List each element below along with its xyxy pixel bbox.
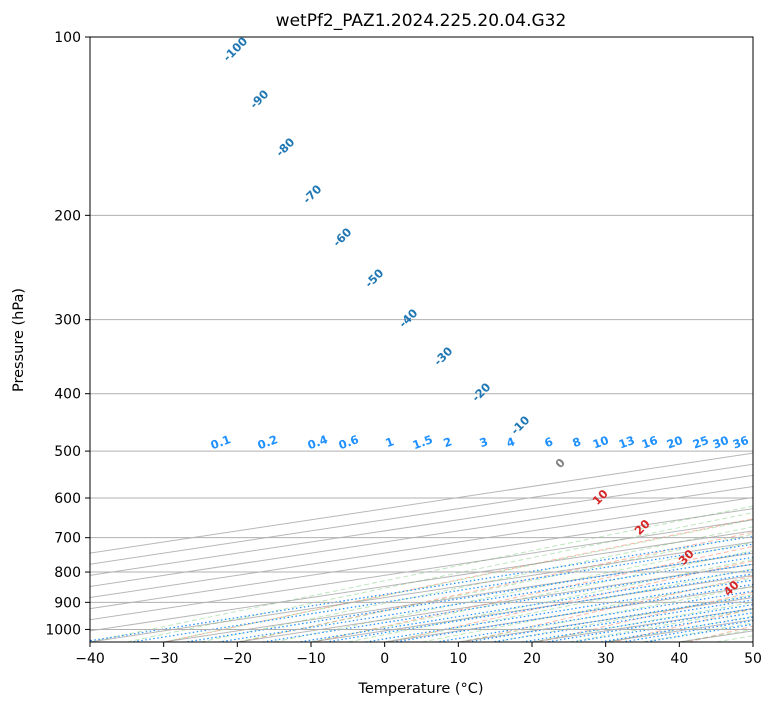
isotherm-line <box>532 37 775 642</box>
mixing-ratio-label: 2 <box>441 434 453 450</box>
x-tick-label: 40 <box>670 651 688 667</box>
y-tick-label: 500 <box>54 444 81 460</box>
dry-adiabat-label: -100 <box>220 34 250 64</box>
mixing-ratio-label: 16 <box>640 433 660 452</box>
mixing-ratio-line <box>299 451 775 642</box>
x-tick-label: 10 <box>449 651 467 667</box>
mixing-ratio-label: 6 <box>542 434 554 450</box>
moist-adiabat-line <box>716 37 775 642</box>
isotherm-line <box>0 37 775 642</box>
moist-adiabat-line <box>532 37 775 642</box>
mixing-ratio-label: 10 <box>591 433 611 452</box>
isotherm-line <box>0 37 775 642</box>
isotherm-line <box>0 37 775 642</box>
mixing-ratio-line <box>573 451 775 642</box>
background-lines <box>0 37 775 642</box>
mixing-ratio-label: 0.2 <box>256 432 280 452</box>
dry-adiabat-label: -60 <box>330 225 355 250</box>
y-tick-label: 400 <box>54 387 81 403</box>
y-tick-label: 200 <box>54 208 81 224</box>
dry-adiabat-label: -30 <box>431 344 456 369</box>
moist-adiabat-line <box>274 37 775 642</box>
x-tick-label: −10 <box>296 651 326 667</box>
y-tick-label: 100 <box>54 30 81 46</box>
dry-adiabat-label: -70 <box>300 182 325 207</box>
mixing-ratio-label: 25 <box>691 433 711 452</box>
isotherm-line <box>753 37 775 642</box>
moist-adiabat-label: 10 <box>590 487 611 508</box>
dry-adiabat-label: -40 <box>396 306 421 331</box>
x-axis-ticks: −40 −30 −20 −10 0 10 20 30 40 50 <box>75 642 762 667</box>
dry-adiabat-line <box>688 37 775 642</box>
dry-adiabat-line <box>763 37 775 642</box>
moist-adiabat-label: 0 <box>552 455 568 471</box>
plot-frame <box>90 37 753 642</box>
y-axis-ticks: 100 200 300 400 500 600 700 800 900 1000 <box>45 30 90 638</box>
mixing-ratio-label: 13 <box>617 433 637 452</box>
mixing-ratio-label: 30 <box>711 433 731 452</box>
x-tick-label: 50 <box>744 651 762 667</box>
isotherm-line <box>0 37 775 642</box>
isotherm-line <box>385 37 775 642</box>
mixing-ratio-label: 36 <box>731 433 751 452</box>
y-tick-label: 800 <box>54 565 81 581</box>
mixing-ratio-label: 4 <box>504 434 516 450</box>
x-tick-label: −20 <box>223 651 253 667</box>
dry-adiabat-label: -80 <box>273 135 298 160</box>
mixing-ratio-label: 20 <box>665 433 685 452</box>
x-tick-label: −30 <box>149 651 179 667</box>
x-tick-label: 30 <box>597 651 615 667</box>
x-tick-label: 0 <box>380 651 389 667</box>
moist-adiabat-label: 20 <box>632 517 653 538</box>
y-tick-label: 600 <box>54 491 81 507</box>
y-axis-label: Pressure (hPa) <box>11 288 27 392</box>
mixing-ratio-label: 3 <box>477 434 489 450</box>
dry-adiabat-label: -50 <box>362 266 387 291</box>
pressure-grid <box>90 37 753 629</box>
isotherm-line <box>0 37 775 642</box>
mixing-ratio-line <box>546 451 775 642</box>
mixing-ratio-label: 1 <box>383 434 395 450</box>
mixing-ratio-label: 1.5 <box>411 432 435 452</box>
moist-adiabat-line <box>127 37 775 642</box>
isotherm-line <box>0 37 775 642</box>
y-tick-label: 300 <box>54 313 81 329</box>
y-tick-label: 700 <box>54 531 81 547</box>
x-tick-label: 20 <box>523 651 541 667</box>
isotherm-line <box>0 37 775 642</box>
y-tick-label: 900 <box>54 595 81 611</box>
mixing-ratio-line <box>263 451 775 642</box>
mixing-ratio-line <box>326 451 775 642</box>
mixing-ratio-label: 0.4 <box>306 432 330 452</box>
moist-adiabat-line <box>385 37 775 642</box>
mixing-ratio-line <box>645 451 775 642</box>
mixing-ratio-label: 8 <box>570 434 582 450</box>
x-axis-label: Temperature (°C) <box>357 681 483 697</box>
x-tick-label: −40 <box>75 651 105 667</box>
chart-title: wetPf2_PAZ1.2024.225.20.04.G32 <box>276 11 567 31</box>
dry-adiabat-label: -90 <box>247 87 272 112</box>
dry-adiabat-line <box>389 37 775 642</box>
dry-adiabat-label: -20 <box>469 380 494 405</box>
mixing-ratio-label: 0.1 <box>209 432 233 452</box>
y-tick-label: 1000 <box>45 622 81 638</box>
mixing-ratio-label: 0.6 <box>337 432 361 452</box>
